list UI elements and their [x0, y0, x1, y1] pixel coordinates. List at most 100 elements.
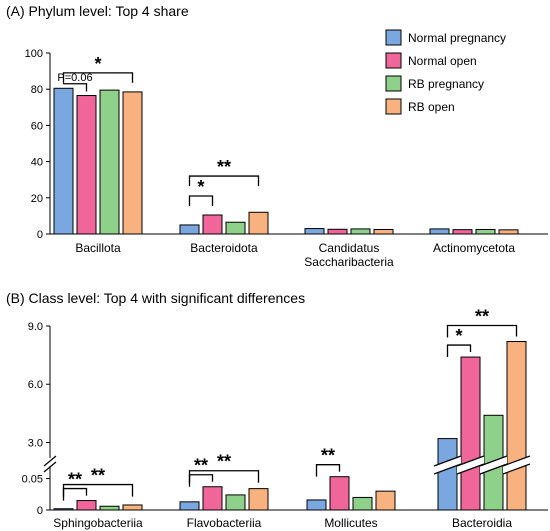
- annotation-b-4-label: **: [321, 446, 335, 466]
- annotation-b-3-label: **: [217, 452, 231, 472]
- panel-a: (A) Phylum level: Top 4 share 0 20 40 60 80 1…: [6, 3, 548, 269]
- y-tick-label-40: 40: [31, 157, 43, 169]
- annotation-b-0-label: **: [68, 470, 82, 490]
- y-tick-label-b-0: 0: [37, 505, 43, 517]
- bar-actinomycetota-1: [452, 229, 473, 235]
- panel-b-category-labels: Sphingobacteriia Flavobacteriia Mollicutes…: [53, 516, 512, 530]
- bar-break-gap-3-3: [503, 456, 530, 474]
- bar-bacteroidota-3: [248, 211, 269, 235]
- bar-bacteroidia-3: [506, 341, 527, 511]
- annotation-b-5-line: [446, 344, 472, 358]
- annotation-a-2-label: *: [197, 177, 204, 197]
- axis-break-mark-bottom: [43, 461, 57, 473]
- panel-b-annotations: ** ** ** ** *****: [62, 307, 518, 501]
- annotation-b-3-line: [188, 470, 260, 483]
- bar-candidatus-1: [327, 228, 348, 235]
- category-label-b-0: Sphingobacteriia: [53, 516, 143, 530]
- bar-break-mark-top-3-2: [479, 455, 508, 467]
- y-tick-label-b-3.0: 3.0: [28, 437, 43, 449]
- legend-label-3: RB open: [408, 100, 455, 114]
- category-label-2: Candidatus Saccharibacteria: [304, 241, 394, 269]
- bar-bacillota-1: [76, 95, 97, 235]
- annotation-b-2-label: **: [194, 456, 208, 476]
- bar-bacillota-3: [122, 91, 143, 235]
- bar-bacillota-0: [53, 87, 74, 235]
- bar-sphingobacteriia-1: [76, 500, 97, 511]
- bar-bacteroidota-2: [225, 221, 246, 235]
- y-tick-label-100: 100: [25, 48, 43, 60]
- bar-sphingobacteriia-3: [122, 504, 143, 511]
- bar-actinomycetota-0: [429, 228, 450, 235]
- bar-break-mark-top-3-1: [456, 455, 485, 467]
- bar-mollicutes-3: [375, 490, 396, 511]
- annotation-b-5-label: *: [455, 326, 462, 346]
- annotation-b-1-label: **: [91, 466, 105, 486]
- bar-sphingobacteriia-0: [53, 508, 74, 511]
- bar-break-mark-bottom-3-1: [456, 463, 485, 475]
- bar-break-gap-3-1: [457, 456, 484, 474]
- panel-a-annotations: *P=0.06***: [57, 54, 260, 206]
- y-tick-label-80: 80: [31, 84, 43, 96]
- y-tick-label-20: 20: [31, 193, 43, 205]
- bar-bacteroidia-0: [437, 438, 458, 511]
- bar-flavobacteriia-2: [225, 494, 246, 511]
- annotation-a-3-line: [188, 175, 260, 187]
- category-label-b-2: Mollicutes: [324, 516, 377, 530]
- panel-b-title: (B) Class level: Top 4 with significant …: [6, 290, 305, 306]
- legend-label-2: RB pregnancy: [408, 77, 484, 91]
- annotation-b-6-label: **: [475, 307, 489, 327]
- annotation-b-0-line: [62, 487, 88, 501]
- bar-break-mark-bottom-3-0: [433, 463, 462, 475]
- legend-label-0: Normal pregnancy: [408, 31, 506, 45]
- annotation-a-1-line: [62, 83, 88, 92]
- y-tick-label-b-0.05: 0.05: [22, 474, 43, 486]
- annotation-b-1-line: [62, 483, 134, 497]
- bar-actinomycetota-3: [498, 229, 519, 235]
- annotation-a-0-label: *: [94, 54, 101, 74]
- category-label-1: Bacteroidota: [190, 241, 258, 255]
- y-tick-label-b-9.0: 9.0: [28, 321, 43, 333]
- bar-bacteroidota-1: [202, 214, 223, 235]
- annotation-a-2-line: [188, 195, 214, 206]
- bar-mollicutes-0: [306, 499, 327, 511]
- annotation-b-4-line: [315, 464, 341, 477]
- annotation-b-2-line: [188, 474, 214, 487]
- panel-a-bars: [53, 87, 519, 235]
- bar-bacteroidota-0: [179, 224, 200, 235]
- annotation-a-1-label: P=0.06: [57, 72, 92, 84]
- bar-candidatus-3: [373, 228, 394, 235]
- legend-label-1: Normal open: [408, 54, 477, 68]
- bar-bacteroidia-1: [460, 356, 481, 511]
- bar-break-mark-bottom-3-2: [479, 463, 508, 475]
- bar-bacillota-2: [99, 89, 120, 235]
- bar-candidatus-2: [350, 228, 371, 235]
- y-tick-label-0: 0: [37, 229, 43, 241]
- legend-swatch-3: [385, 98, 402, 115]
- category-label-b-1: Flavobacteriia: [187, 516, 262, 530]
- axis-break-mark-top: [43, 455, 57, 467]
- panel-a-category-labels: Bacillota Bacteroidota Candidatus Saccharib…: [75, 241, 515, 269]
- bar-mollicutes-2: [352, 496, 373, 511]
- legend-swatch-1: [385, 52, 402, 69]
- bar-flavobacteriia-1: [202, 486, 223, 511]
- bar-break-mark-bottom-3-3: [502, 463, 531, 475]
- legend: Normal pregnancy Normal open RB pregnancy R…: [385, 29, 506, 115]
- panel-a-y-ticks: 0 20 40 60 80 100: [25, 48, 50, 241]
- bar-break-mark-top-3-3: [502, 455, 531, 467]
- category-label-0: Bacillota: [75, 241, 121, 255]
- category-label-b-3: Bacteroidia: [452, 516, 512, 530]
- legend-swatch-2: [385, 75, 402, 92]
- annotation-a-3-label: **: [217, 157, 231, 177]
- bar-break-gap-3-2: [480, 456, 507, 474]
- bar-sphingobacteriia-2: [99, 505, 120, 511]
- bar-candidatus-0: [304, 228, 325, 235]
- panel-a-title: (A) Phylum level: Top 4 share: [6, 3, 189, 19]
- bar-break-mark-top-3-0: [433, 455, 462, 467]
- bar-break-gap-3-0: [434, 456, 461, 474]
- bar-flavobacteriia-3: [248, 488, 269, 511]
- legend-swatch-0: [385, 29, 402, 46]
- y-tick-label-b-6.0: 6.0: [28, 379, 43, 391]
- panel-b-y-ticks: 0 0.05 3.0 6.0 9.0: [22, 321, 50, 517]
- annotation-a-0-line: [62, 72, 134, 83]
